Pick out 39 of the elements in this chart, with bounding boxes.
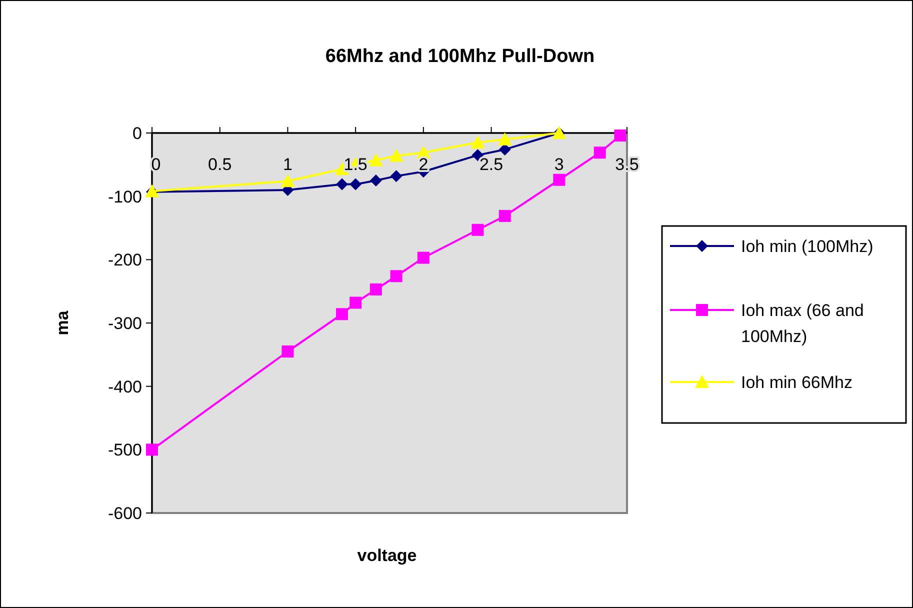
chart-title: 66Mhz and 100Mhz Pull-Down [325, 46, 595, 67]
point [498, 132, 512, 146]
point [336, 308, 348, 320]
legend-label: Ioh min (100Mhz) [741, 236, 874, 256]
point [614, 130, 626, 142]
x-tick-label: 3.5 [615, 155, 639, 174]
legend-label: Ioh min 66Mhz [741, 372, 852, 392]
legend-label: Ioh max (66 and 100Mhz) [741, 300, 864, 346]
point [472, 224, 484, 236]
y-tick-label: -500 [108, 440, 142, 460]
x-tick-label: 2.5 [479, 155, 504, 174]
point [336, 178, 348, 190]
point [350, 178, 362, 190]
point [553, 174, 566, 186]
point [390, 170, 402, 182]
y-tick-label: 0 [132, 124, 142, 143]
point [389, 148, 404, 162]
point [594, 146, 606, 159]
y-tick-label: -300 [108, 314, 142, 333]
y-tick-label: -600 [108, 504, 142, 523]
point [368, 153, 383, 166]
point [470, 136, 485, 148]
x-tick-label: 1 [282, 155, 292, 174]
point [282, 346, 294, 358]
point [350, 296, 362, 309]
y-tick-label: -400 [108, 377, 142, 396]
x-tick-label: 3 [554, 155, 564, 174]
point [370, 174, 382, 186]
point [146, 444, 158, 456]
y-tick-label: -200 [108, 250, 142, 270]
x-axis-title: voltage [357, 546, 417, 565]
point [390, 270, 402, 282]
point [498, 210, 511, 222]
y-axis-title: ma [53, 310, 72, 336]
y-tick-label: -100 [108, 187, 142, 206]
point [280, 174, 295, 188]
point [417, 252, 430, 264]
point [370, 283, 382, 296]
x-tick-label: 0.5 [208, 155, 232, 174]
